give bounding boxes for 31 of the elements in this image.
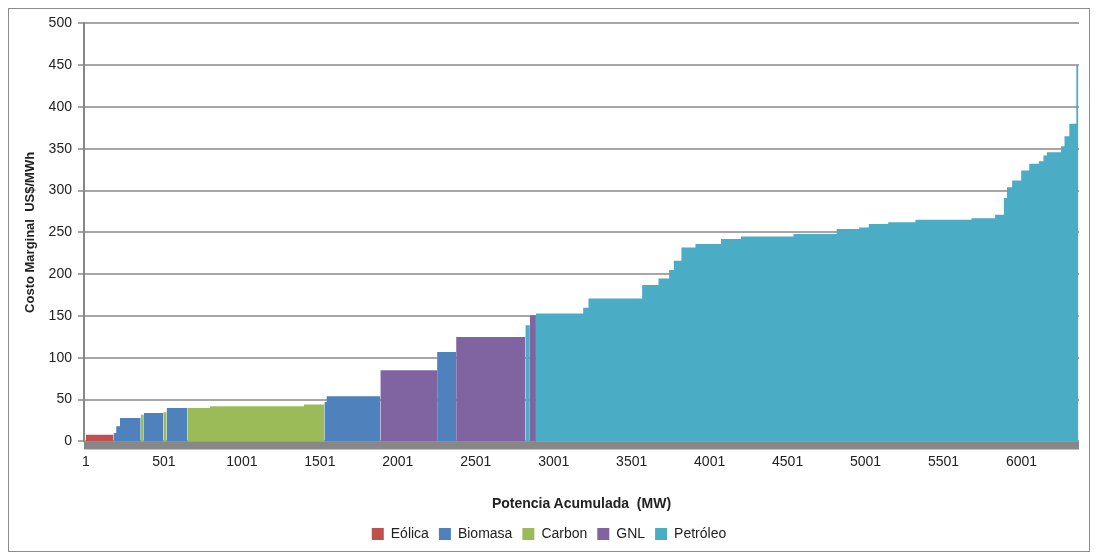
legend-label: Carbon [541, 524, 588, 541]
x-tick-label: 2001 [382, 452, 414, 469]
legend-label: Petróleo [674, 524, 727, 541]
legend-label: GNL [616, 524, 646, 541]
y-axis-title: Costo Marginal US$/MWh [22, 151, 38, 313]
x-tick-label: 1501 [304, 452, 336, 469]
legend-label: Eólica [390, 524, 430, 541]
x-tick-label: 5501 [927, 452, 960, 469]
x-axis-title: Potencia Acumulada (MW) [491, 495, 672, 512]
x-tick-label: 5001 [849, 452, 882, 469]
x-tick-label: 3501 [616, 452, 648, 469]
y-tick-label: 50 [56, 390, 73, 407]
x-tick-label: 4501 [772, 452, 804, 469]
y-tick-label: 300 [48, 181, 73, 198]
y-tick-label: 0 [64, 432, 73, 449]
x-tick-label: 4001 [694, 452, 726, 469]
x-tick-label: 6001 [1005, 452, 1038, 469]
y-tick-label: 250 [48, 223, 73, 240]
x-tick-label: 1 [82, 452, 91, 469]
x-tick-label: 2501 [460, 452, 492, 469]
y-tick-label: 400 [48, 97, 73, 114]
y-tick-label: 350 [48, 139, 73, 156]
y-tick-label: 150 [48, 306, 73, 323]
x-tick-label: 3001 [538, 452, 570, 469]
y-tick-label: 100 [48, 348, 73, 365]
x-tick-label: 501 [152, 452, 176, 469]
y-tick-label: 450 [48, 56, 73, 73]
legend-label: Biomasa [457, 524, 513, 541]
y-tick-label: 200 [48, 265, 73, 282]
y-tick-label: 500 [48, 14, 73, 31]
x-tick-label: 1001 [226, 452, 258, 469]
